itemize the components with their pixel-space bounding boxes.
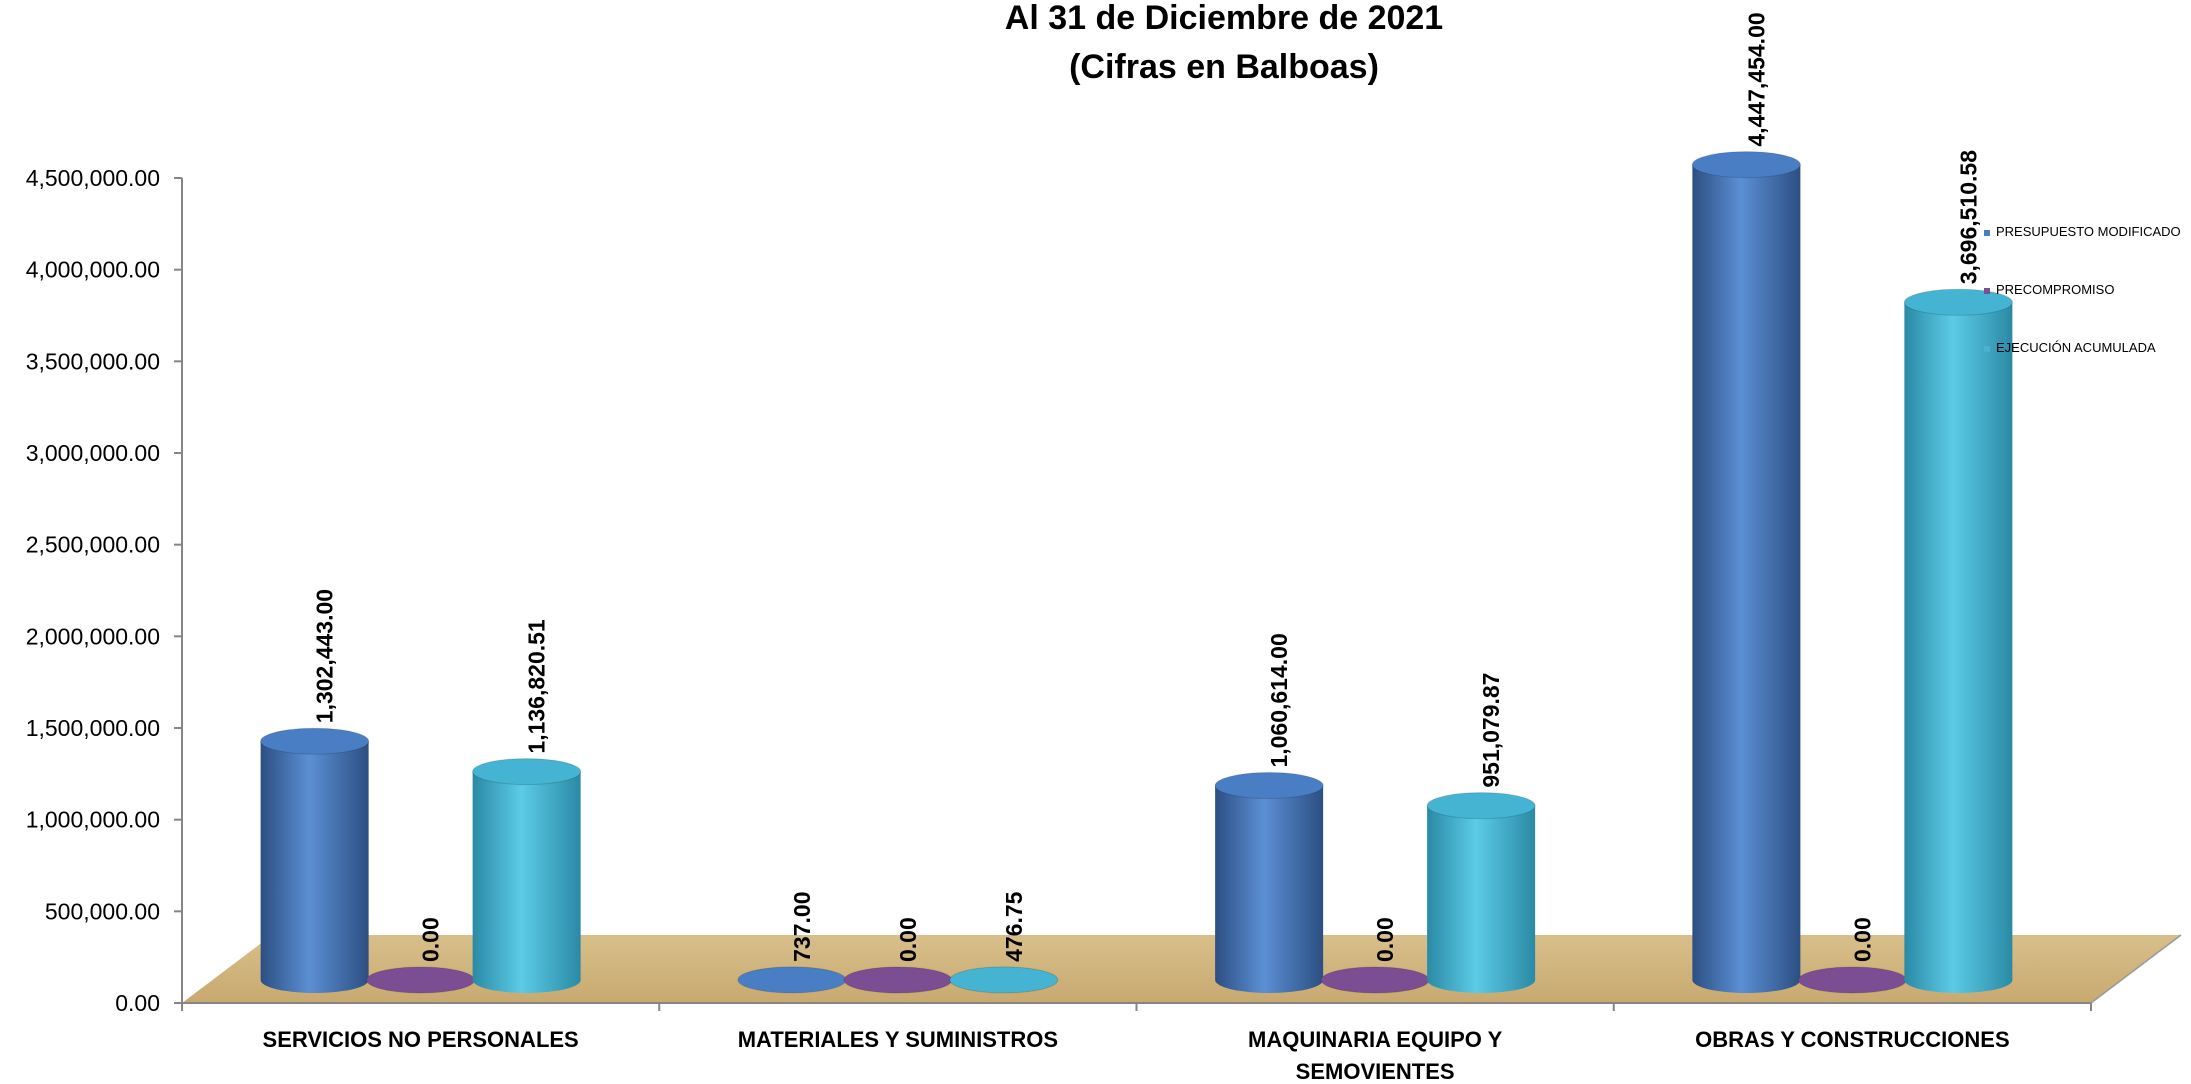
chart-title: Al 31 de Diciembre de 2021 (Cifras en Ba… bbox=[1005, 0, 1443, 86]
data-label: 1,060,614.00 bbox=[1266, 633, 1292, 767]
bar bbox=[260, 727, 370, 994]
y-tick-label: 500,000.00 bbox=[45, 898, 160, 924]
category-label: MATERIALES Y SUMINISTROS bbox=[738, 1027, 1058, 1052]
bar-top bbox=[472, 758, 582, 786]
bar-top bbox=[737, 966, 847, 994]
bar-body bbox=[472, 771, 581, 994]
bar-top bbox=[1903, 288, 2013, 316]
bar-top bbox=[1426, 792, 1536, 820]
bar bbox=[1426, 792, 1536, 994]
data-label: 0.00 bbox=[1372, 917, 1398, 962]
bar-top bbox=[949, 966, 1059, 994]
bar-body bbox=[1692, 164, 1801, 994]
bar bbox=[1691, 151, 1801, 994]
y-tick-label: 0.00 bbox=[115, 990, 160, 1016]
category-label: OBRAS Y CONSTRUCCIONES bbox=[1695, 1027, 2010, 1052]
bar bbox=[1903, 288, 2013, 994]
bar bbox=[949, 966, 1059, 994]
bar bbox=[737, 966, 847, 994]
bar-top bbox=[1797, 966, 1907, 994]
bar-body bbox=[1427, 805, 1536, 994]
chart-title-line-1: Al 31 de Diciembre de 2021 bbox=[1005, 0, 1443, 37]
bar-top bbox=[1214, 772, 1324, 800]
legend-label: EJECUCIÓN ACUMULADA bbox=[1996, 340, 2156, 355]
floor-right-edge bbox=[2090, 934, 2182, 1004]
bar bbox=[472, 758, 582, 994]
bar-top bbox=[1691, 151, 1801, 179]
data-label: 476.75 bbox=[1001, 891, 1027, 962]
data-label: 4,447,454.00 bbox=[1743, 12, 1769, 146]
data-label: 951,079.87 bbox=[1478, 673, 1504, 788]
y-axis-ticks: 0.00 500,000.00 1,000,000.00 1,500,000.00 2,… bbox=[26, 165, 182, 1016]
y-tick-label: 2,000,000.00 bbox=[26, 623, 160, 649]
bar-top bbox=[1320, 966, 1430, 994]
bar bbox=[1797, 966, 1907, 994]
data-label: 0.00 bbox=[418, 917, 444, 962]
bar bbox=[1214, 772, 1324, 994]
category-label: SEMOVIENTES bbox=[1296, 1059, 1455, 1084]
data-label: 0.00 bbox=[1849, 917, 1875, 962]
data-label: 1,302,443.00 bbox=[312, 589, 338, 723]
bar-body bbox=[260, 741, 369, 994]
data-label: 737.00 bbox=[789, 892, 815, 962]
category-label: MAQUINARIA EQUIPO Y bbox=[1248, 1027, 1503, 1052]
y-tick-label: 3,500,000.00 bbox=[26, 348, 160, 374]
bar-body bbox=[1215, 785, 1324, 994]
x-axis-ticks bbox=[181, 1003, 2092, 1011]
data-label: 3,696,510.58 bbox=[1955, 150, 1981, 285]
y-tick-label: 2,500,000.00 bbox=[26, 532, 160, 558]
y-tick-label: 1,500,000.00 bbox=[26, 715, 160, 741]
y-tick-label: 1,000,000.00 bbox=[26, 807, 160, 833]
bar-top bbox=[260, 727, 370, 755]
bar-top bbox=[366, 966, 476, 994]
chart-floor bbox=[182, 935, 2181, 1003]
category-labels: SERVICIOS NO PERSONALES MATERIALES Y SUMI… bbox=[263, 1027, 2010, 1084]
data-label: 1,136,820.51 bbox=[524, 619, 550, 754]
bar bbox=[1320, 966, 1430, 994]
chart-title-line-2: (Cifras en Balboas) bbox=[1069, 48, 1379, 86]
legend-label: PRESUPUESTO MODIFICADO bbox=[1996, 224, 2181, 239]
bar bbox=[843, 966, 953, 994]
bar bbox=[366, 966, 476, 994]
legend-swatch bbox=[1984, 288, 1990, 294]
legend: PRESUPUESTO MODIFICADO PRECOMPROMISO EJECU… bbox=[1984, 224, 2181, 355]
legend-swatch bbox=[1984, 230, 1990, 236]
bar-top bbox=[843, 966, 953, 994]
y-tick-label: 4,000,000.00 bbox=[26, 257, 160, 283]
bars bbox=[260, 151, 2013, 994]
category-label: SERVICIOS NO PERSONALES bbox=[263, 1027, 579, 1052]
legend-swatch bbox=[1984, 346, 1990, 352]
data-label: 0.00 bbox=[895, 917, 921, 962]
legend-label: PRECOMPROMISO bbox=[1996, 282, 2114, 297]
bar-body bbox=[1904, 302, 2013, 994]
data-labels: 1,302,443.00 0.00 1,136,820.51 737.00 0.00 47… bbox=[312, 12, 1982, 962]
y-tick-label: 3,000,000.00 bbox=[26, 440, 160, 466]
y-tick-label: 4,500,000.00 bbox=[26, 165, 160, 191]
